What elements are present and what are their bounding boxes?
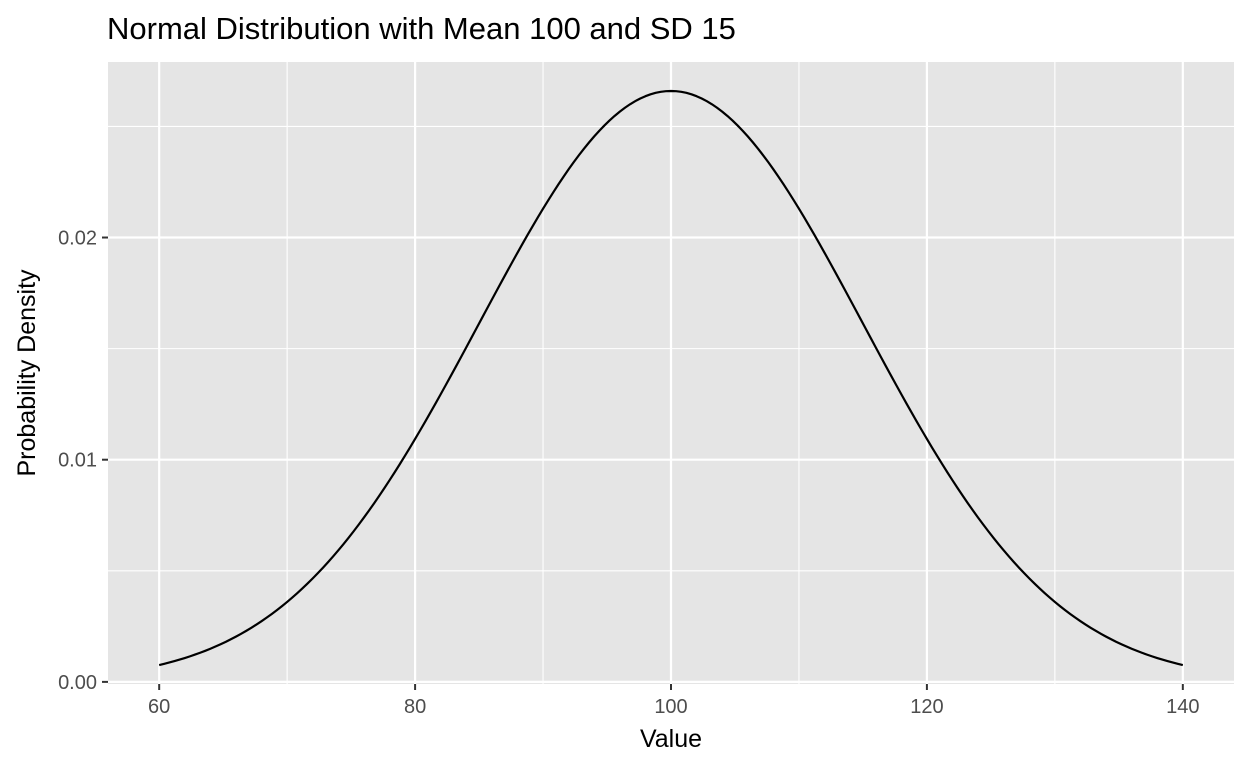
x-tick-label: 120 — [910, 696, 943, 718]
y-tick-label: 0.01 — [58, 450, 97, 472]
y-tick-label: 0.02 — [58, 228, 97, 250]
y-axis-title: Probability Density — [13, 269, 41, 477]
x-tick-label: 140 — [1166, 696, 1199, 718]
density-curve — [158, 89, 1184, 667]
x-axis-title: Value — [640, 725, 702, 753]
y-tick-label: 0.00 — [58, 672, 97, 694]
major-gridlines — [108, 62, 1234, 684]
x-tick-label: 60 — [148, 696, 170, 718]
x-tick-label: 80 — [404, 696, 426, 718]
y-axis: 0.00 0.01 0.02 — [58, 228, 108, 694]
chart-title: Normal Distribution with Mean 100 and SD… — [107, 11, 736, 46]
x-axis: 60 80 100 120 140 — [148, 684, 1200, 718]
x-tick-label: 100 — [654, 696, 687, 718]
